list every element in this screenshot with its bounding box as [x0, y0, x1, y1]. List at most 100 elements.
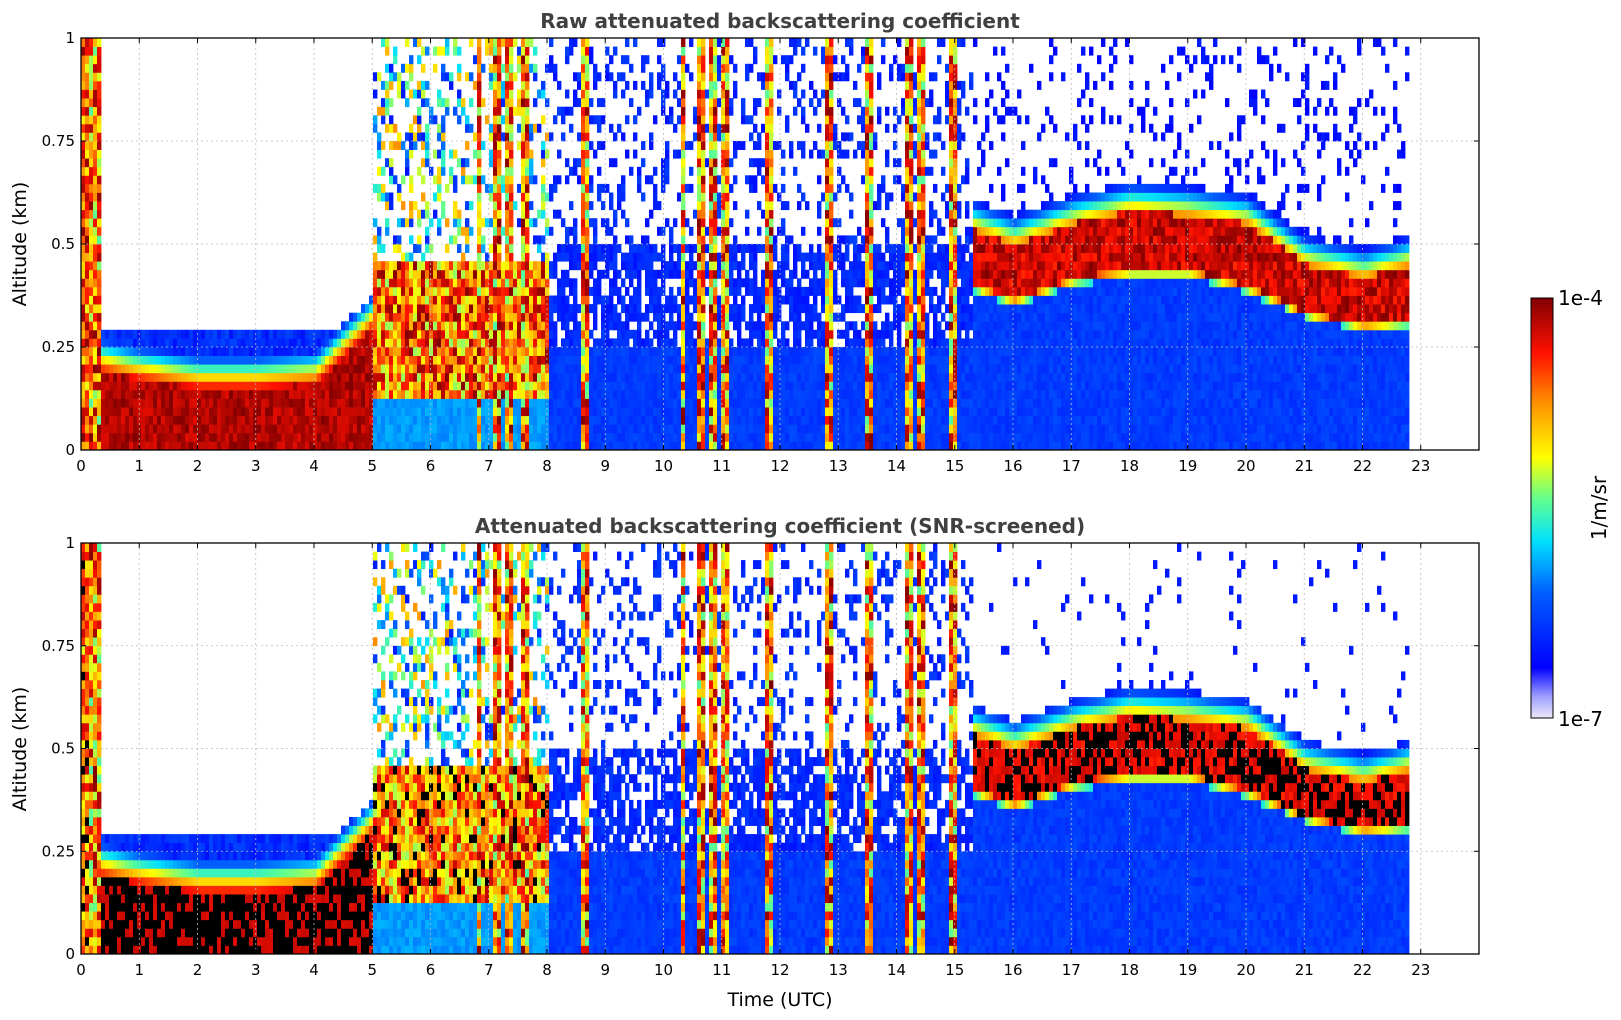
heatmap-cell — [177, 347, 182, 356]
heatmap-cell — [749, 407, 754, 417]
heatmap-cell — [713, 38, 718, 47]
heatmap-cell — [449, 80, 454, 90]
heatmap-cell — [293, 364, 298, 374]
heatmap-cell — [617, 269, 622, 279]
heatmap-cell — [733, 201, 738, 211]
heatmap-cell — [625, 381, 630, 391]
heatmap-cell — [417, 166, 422, 176]
heatmap-cell — [825, 55, 830, 65]
heatmap-cell — [721, 63, 726, 73]
heatmap-cell — [781, 201, 786, 211]
heatmap-cell — [485, 252, 490, 262]
heatmap-cell — [509, 261, 514, 271]
heatmap-cell — [525, 149, 530, 159]
heatmap-cell — [837, 166, 842, 176]
heatmap-cell — [725, 55, 730, 65]
heatmap-cell — [409, 415, 414, 425]
heatmap-cell — [121, 372, 126, 382]
heatmap-cell — [661, 415, 666, 425]
heatmap-cell — [249, 415, 254, 425]
heatmap-cell — [253, 329, 258, 339]
heatmap-cell — [837, 424, 842, 434]
heatmap-cell — [89, 338, 94, 348]
heatmap-cell — [129, 407, 134, 417]
heatmap-cell — [477, 321, 482, 331]
heatmap-cell — [829, 321, 834, 331]
heatmap-cell — [697, 269, 702, 279]
heatmap-cell — [473, 261, 478, 271]
heatmap-cell — [205, 329, 210, 339]
heatmap-cell — [617, 389, 622, 399]
heatmap-cell — [425, 235, 430, 245]
heatmap-cell — [765, 209, 770, 219]
heatmap-cell — [769, 312, 774, 322]
heatmap-cell — [173, 338, 178, 348]
heatmap-cell — [821, 355, 826, 365]
heatmap-cell — [521, 132, 526, 142]
heatmap-cell — [813, 372, 818, 382]
heatmap-cell — [429, 441, 434, 450]
heatmap-cell — [537, 381, 542, 391]
heatmap-cell — [461, 98, 466, 108]
heatmap-cell — [509, 312, 514, 322]
heatmap-cell — [605, 424, 610, 434]
heatmap-cell — [781, 295, 786, 305]
heatmap-cell — [429, 261, 434, 271]
heatmap-cell — [457, 295, 462, 305]
heatmap-cell — [301, 338, 306, 348]
heatmap-cell — [473, 321, 478, 331]
heatmap-cell — [205, 355, 210, 365]
heatmap-cell — [169, 329, 174, 339]
heatmap-cell — [733, 321, 738, 331]
heatmap-cell — [433, 295, 438, 305]
heatmap-cell — [293, 441, 298, 450]
heatmap-cell — [113, 389, 118, 399]
heatmap-cell — [749, 424, 754, 434]
heatmap-cell — [361, 329, 366, 339]
heatmap-cell — [345, 321, 350, 331]
heatmap-cell — [565, 338, 570, 348]
heatmap-cell — [729, 398, 734, 408]
heatmap-cell — [637, 355, 642, 365]
heatmap-cell — [101, 389, 106, 399]
heatmap-cell — [129, 338, 134, 348]
heatmap-cell — [405, 424, 410, 434]
heatmap-cell — [589, 329, 594, 339]
heatmap-cell — [829, 209, 834, 219]
heatmap-cell — [237, 389, 242, 399]
heatmap-cell — [661, 407, 666, 417]
heatmap-cell — [453, 304, 458, 314]
heatmap-cell — [705, 226, 710, 236]
heatmap-cell — [281, 329, 286, 339]
heatmap-cell — [685, 244, 690, 253]
heatmap-cell — [669, 415, 674, 425]
heatmap-cell — [81, 381, 86, 391]
heatmap-cell — [93, 149, 98, 159]
heatmap-cell — [237, 329, 242, 339]
heatmap-cell — [85, 175, 90, 185]
heatmap-cell — [681, 347, 686, 356]
heatmap-cell — [705, 364, 710, 374]
heatmap-cell — [801, 355, 806, 365]
heatmap-cell — [729, 415, 734, 425]
heatmap-cell — [117, 398, 122, 408]
heatmap-cell — [405, 218, 410, 228]
heatmap-cell — [381, 355, 386, 365]
heatmap-cell — [757, 355, 762, 365]
heatmap-cell — [457, 209, 462, 219]
heatmap-cell — [569, 329, 574, 339]
heatmap-cell — [273, 389, 278, 399]
heatmap-cell — [101, 381, 106, 391]
heatmap-cell — [841, 175, 846, 185]
heatmap-cell — [821, 364, 826, 374]
heatmap-cell — [281, 415, 286, 425]
heatmap-cell — [481, 175, 486, 185]
heatmap-cell — [829, 38, 834, 47]
heatmap-cell — [501, 132, 506, 142]
heatmap-cell — [485, 415, 490, 425]
heatmap-cell — [573, 407, 578, 417]
heatmap-cell — [801, 432, 806, 442]
heatmap-cell — [721, 55, 726, 65]
heatmap-cell — [293, 415, 298, 425]
heatmap-cell — [517, 441, 522, 450]
